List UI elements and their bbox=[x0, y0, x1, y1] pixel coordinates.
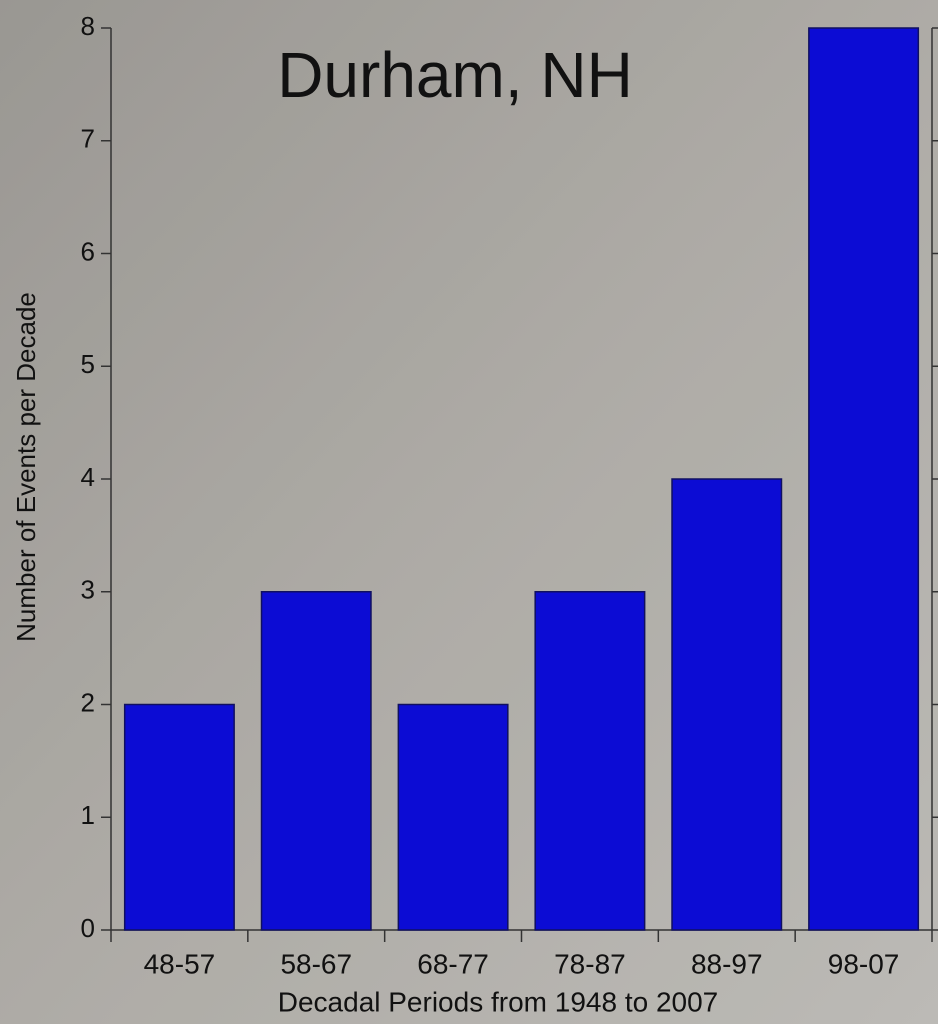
x-axis-label: Decadal Periods from 1948 to 2007 bbox=[278, 986, 719, 1017]
bar bbox=[809, 28, 918, 930]
y-tick-label: 1 bbox=[81, 800, 95, 830]
bar bbox=[125, 705, 234, 931]
y-tick-label: 8 bbox=[81, 11, 95, 41]
x-tick-label: 98-07 bbox=[828, 948, 900, 979]
chart: Durham, NH Decadal Periods from 1948 to … bbox=[0, 0, 938, 1024]
bar bbox=[398, 705, 507, 931]
x-tick-label: 68-77 bbox=[417, 948, 489, 979]
x-tick-label: 58-67 bbox=[280, 948, 352, 979]
bar bbox=[672, 479, 781, 930]
bar bbox=[535, 592, 644, 930]
y-tick-label: 7 bbox=[81, 124, 95, 154]
x-tick-label: 78-87 bbox=[554, 948, 626, 979]
y-tick-label: 0 bbox=[81, 913, 95, 943]
y-tick-label: 6 bbox=[81, 236, 95, 266]
y-tick-label: 3 bbox=[81, 575, 95, 605]
bar bbox=[262, 592, 371, 930]
x-tick-label: 88-97 bbox=[691, 948, 763, 979]
x-tick-label: 48-57 bbox=[144, 948, 216, 979]
y-tick-label: 5 bbox=[81, 349, 95, 379]
y-tick-label: 4 bbox=[81, 462, 95, 492]
y-axis-label: Number of Events per Decade bbox=[11, 292, 41, 642]
chart-title: Durham, NH bbox=[277, 39, 633, 111]
y-tick-label: 2 bbox=[81, 687, 95, 717]
